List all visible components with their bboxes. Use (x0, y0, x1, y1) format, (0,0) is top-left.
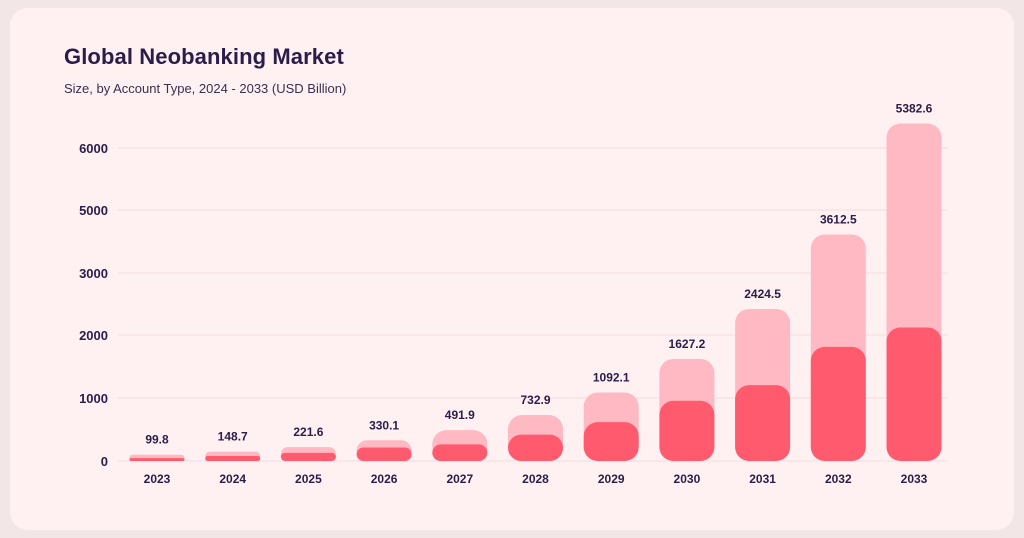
y-tick-label: 1000 (79, 391, 108, 406)
y-tick-label: 2000 (79, 328, 108, 343)
y-tick-label: 3000 (79, 266, 108, 281)
chart-title: Global Neobanking Market (64, 44, 344, 69)
bar-segment-lower (356, 447, 412, 461)
data-label: 148.7 (218, 430, 248, 444)
y-tick-label: 0 (101, 454, 108, 469)
data-label: 491.9 (445, 408, 475, 422)
data-label: 221.6 (293, 425, 323, 439)
y-tick-label: 6000 (79, 141, 108, 156)
bar-segment-lower (583, 422, 639, 461)
y-tick-label: 5000 (79, 203, 108, 218)
x-tick-label: 2024 (219, 472, 246, 486)
chart-subtitle: Size, by Account Type, 2024 - 2033 (USD … (64, 81, 347, 96)
data-label: 330.1 (369, 418, 399, 432)
data-label: 1627.2 (669, 337, 706, 351)
data-label: 99.8 (145, 433, 169, 447)
x-tick-label: 2029 (598, 472, 625, 486)
bar-segment-lower (129, 458, 185, 461)
bar-segment-lower (810, 346, 866, 461)
data-label: 1092.1 (593, 371, 630, 385)
x-tick-label: 2023 (144, 472, 171, 486)
data-label: 3612.5 (820, 212, 857, 226)
bar-segment-lower (886, 327, 942, 461)
bar-segment-lower (735, 385, 791, 461)
data-label: 2424.5 (744, 287, 781, 301)
bar-segment-lower (659, 400, 715, 461)
x-tick-label: 2031 (749, 472, 776, 486)
x-tick-label: 2027 (446, 472, 473, 486)
x-tick-label: 2026 (371, 472, 398, 486)
x-tick-label: 2028 (522, 472, 549, 486)
bar-segment-lower (432, 444, 488, 461)
data-label: 732.9 (520, 393, 550, 407)
bar-segment-lower (508, 434, 563, 461)
x-tick-label: 2025 (295, 472, 322, 486)
bar-segment-lower (280, 452, 336, 461)
x-tick-label: 2030 (674, 472, 701, 486)
x-tick-label: 2033 (901, 472, 928, 486)
data-label: 5382.6 (896, 102, 933, 116)
x-tick-label: 2032 (825, 472, 852, 486)
bar-segment-lower (205, 455, 261, 461)
